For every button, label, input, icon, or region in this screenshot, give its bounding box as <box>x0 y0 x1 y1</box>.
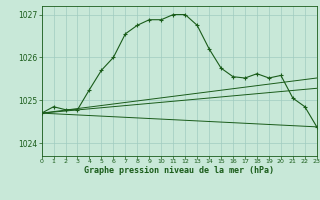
X-axis label: Graphe pression niveau de la mer (hPa): Graphe pression niveau de la mer (hPa) <box>84 166 274 175</box>
